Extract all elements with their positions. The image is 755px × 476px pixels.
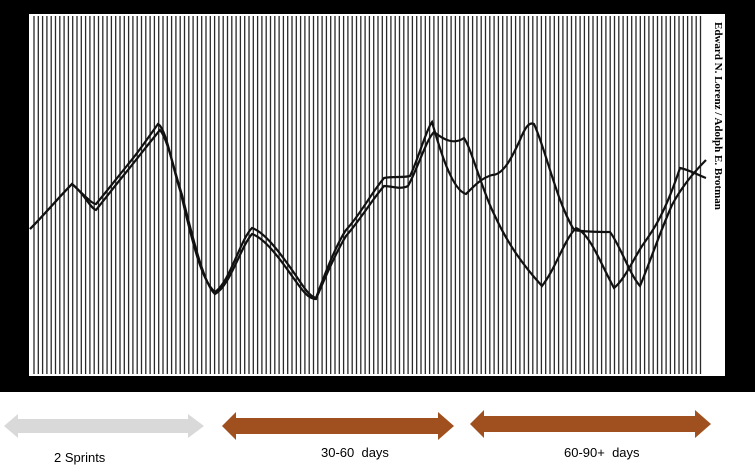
figure-credit: Edward N. Lorenz / Adolph E. Brotman bbox=[712, 22, 724, 210]
lorenz-divergence-figure: Edward N. Lorenz / Adolph E. Brotman bbox=[0, 0, 755, 392]
phase-arrow-2-sprints bbox=[4, 414, 204, 438]
phase-label-2-sprints: 2 Sprints bbox=[54, 450, 106, 465]
trajectory-curve-a bbox=[29, 119, 707, 300]
lorenz-plot: Edward N. Lorenz / Adolph E. Brotman bbox=[29, 14, 725, 376]
phase-label-30-60-days: 30-60 days bbox=[321, 445, 389, 460]
phase-label-60-90-days: 60-90+ days bbox=[564, 445, 640, 460]
phase-arrow-60-90-days bbox=[470, 410, 711, 438]
trajectory-curve-b bbox=[29, 128, 707, 301]
phase-arrow-30-60-days bbox=[222, 412, 454, 440]
vertical-hatch-lines bbox=[33, 16, 702, 374]
